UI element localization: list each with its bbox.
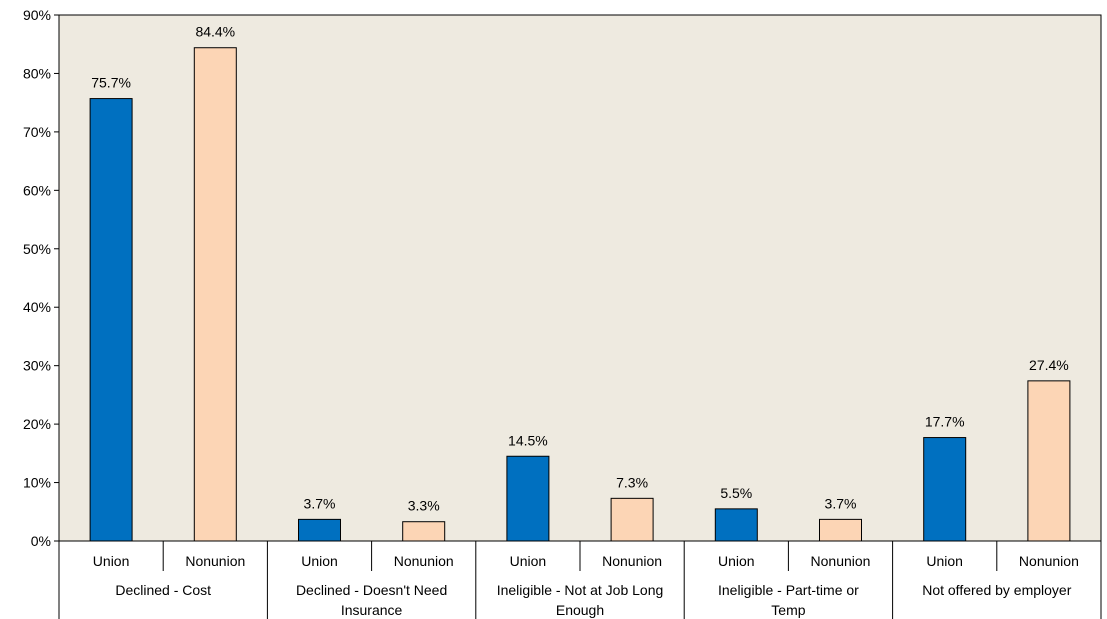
y-tick-label: 20% xyxy=(23,416,51,432)
x-group-label: Enough xyxy=(556,602,604,618)
bar-union xyxy=(89,98,133,542)
x-group-label: Ineligible - Part-time or xyxy=(718,582,859,598)
bar-nonunion xyxy=(1027,380,1071,542)
y-tick-label: 0% xyxy=(31,533,51,549)
bar-union xyxy=(714,508,758,542)
bar-nonunion xyxy=(819,518,862,542)
x-tick-label: Nonunion xyxy=(394,553,454,569)
x-group-label: Declined - Cost xyxy=(115,582,211,598)
y-tick-label: 90% xyxy=(23,7,51,23)
x-tick-label: Union xyxy=(926,553,963,569)
data-label: 17.7% xyxy=(925,414,965,430)
bar-nonunion xyxy=(193,47,237,542)
x-group-label: Temp xyxy=(771,602,805,618)
bar-union xyxy=(298,518,341,542)
x-group-label: Not offered by employer xyxy=(922,582,1071,598)
data-label: 3.7% xyxy=(825,495,857,511)
y-tick-label: 30% xyxy=(23,358,51,374)
x-group-label: Declined - Doesn't Need xyxy=(296,582,447,598)
data-label: 14.5% xyxy=(508,432,548,448)
data-label: 84.4% xyxy=(195,24,235,40)
y-axis: 0% 10% 20% 30% 40% 50% 60% 70% 80% 90% xyxy=(23,7,60,549)
data-label: 27.4% xyxy=(1029,357,1069,373)
x-tick-label: Nonunion xyxy=(602,553,662,569)
x-tick-label: Nonunion xyxy=(1019,553,1079,569)
x-group-label: Insurance xyxy=(341,602,403,618)
bar-nonunion xyxy=(610,497,654,542)
y-tick-label: 50% xyxy=(23,241,51,257)
x-tick-label: Union xyxy=(510,553,547,569)
bar-union xyxy=(923,437,967,542)
x-tick-label: Union xyxy=(718,553,755,569)
x-group-label: Ineligible - Not at Job Long xyxy=(497,582,664,598)
x-tick-label: Nonunion xyxy=(185,553,245,569)
y-tick-label: 10% xyxy=(23,475,51,491)
data-label: 7.3% xyxy=(616,474,648,490)
y-tick-label: 70% xyxy=(23,124,51,140)
y-tick-label: 80% xyxy=(23,65,51,81)
x-axis: Union Nonunion Declined - Cost Union Nonunio… xyxy=(58,540,1102,619)
bars: 75.7% 84.4% 3.7% 3.3% 14.5% 7.3% 5.5% 3.7% 17.7%… xyxy=(89,24,1071,542)
x-tick-label: Union xyxy=(93,553,130,569)
bar-union xyxy=(506,455,550,542)
data-label: 5.5% xyxy=(720,485,752,501)
data-label: 3.3% xyxy=(408,498,440,514)
x-tick-label: Union xyxy=(301,553,338,569)
x-tick-label: Nonunion xyxy=(811,553,871,569)
data-label: 3.7% xyxy=(304,495,336,511)
y-tick-label: 40% xyxy=(23,299,51,315)
y-tick-label: 60% xyxy=(23,182,51,198)
bar-nonunion xyxy=(402,521,446,542)
data-label: 75.7% xyxy=(91,75,131,91)
